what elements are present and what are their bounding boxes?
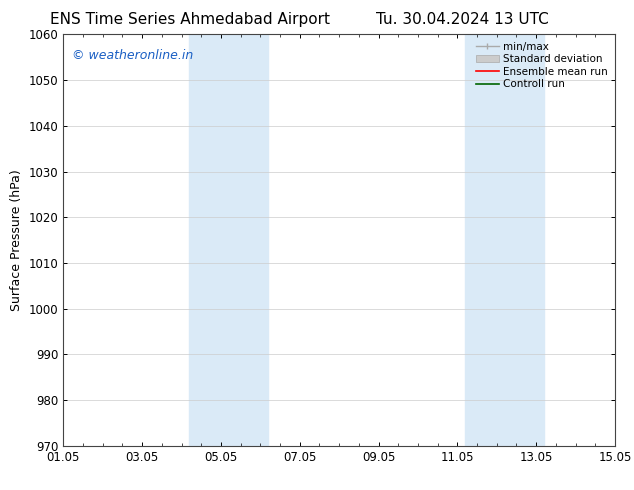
Text: Tu. 30.04.2024 13 UTC: Tu. 30.04.2024 13 UTC xyxy=(377,12,549,27)
Text: © weatheronline.in: © weatheronline.in xyxy=(72,49,193,62)
Bar xyxy=(190,34,268,446)
Y-axis label: Surface Pressure (hPa): Surface Pressure (hPa) xyxy=(10,169,23,311)
Legend: min/max, Standard deviation, Ensemble mean run, Controll run: min/max, Standard deviation, Ensemble me… xyxy=(472,37,612,94)
Text: ENS Time Series Ahmedabad Airport: ENS Time Series Ahmedabad Airport xyxy=(50,12,330,27)
Bar xyxy=(465,34,544,446)
